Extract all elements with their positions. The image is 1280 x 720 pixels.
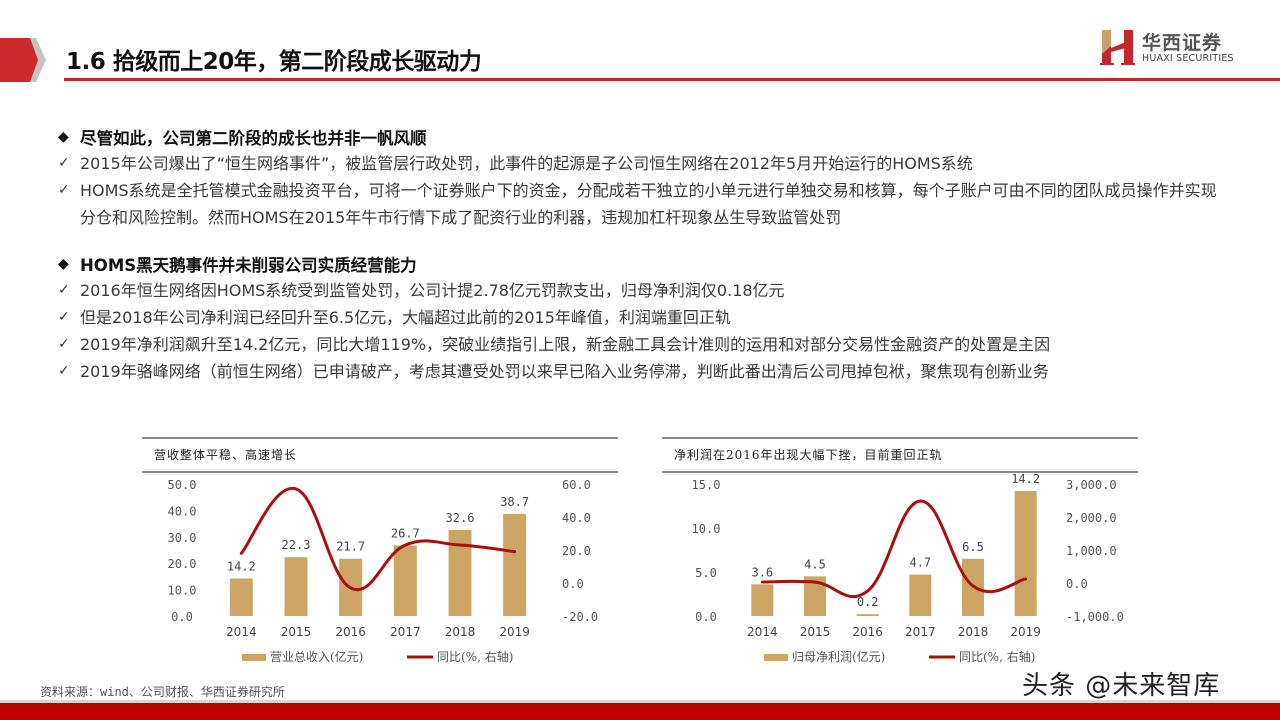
x-tick: 2018	[958, 625, 989, 639]
bar-value-label: 22.3	[282, 538, 311, 552]
x-tick: 2018	[445, 625, 476, 639]
bar-value-label: 14.2	[1011, 472, 1040, 486]
huaxi-h-logo-icon	[1100, 30, 1135, 65]
bar-value-label: 14.2	[227, 560, 256, 574]
diamond-bullet-icon: ◆	[58, 129, 69, 145]
y-right-tick: 40.0	[562, 511, 591, 525]
y-right-tick: 0.0	[562, 577, 584, 591]
checkmark-icon: ✓	[58, 282, 70, 298]
bullet-content: ◆ 尽管如此，公司第二阶段的成长也并非一帆风顺 ✓ 2015年公司爆出了“恒生网…	[58, 124, 1228, 385]
y-left-tick: 50.0	[168, 478, 197, 492]
y-left-tick: 5.0	[695, 566, 717, 580]
x-tick: 2016	[852, 625, 883, 639]
footer-divider	[0, 700, 1280, 703]
legend-label: 营业总收入(亿元)	[270, 649, 363, 664]
x-tick: 2017	[390, 625, 421, 639]
bar	[1014, 491, 1037, 616]
logo-name-cn: 华西证券	[1142, 32, 1223, 54]
checkmark-icon: ✓	[58, 155, 70, 171]
checkmark-icon: ✓	[58, 363, 70, 379]
bar	[229, 578, 253, 616]
bar-value-label: 0.2	[857, 595, 879, 609]
yoy-line	[239, 487, 517, 592]
y-left-tick: 0.0	[171, 610, 193, 624]
watermark: 头条 @未来智库	[1022, 671, 1221, 701]
bar	[503, 513, 527, 616]
bar-value-label: 38.7	[500, 495, 529, 509]
source-note: 资料来源：wind、公司财报、华西证券研究所	[40, 685, 285, 699]
y-left-tick: 15.0	[692, 478, 721, 492]
legend-label: 同比(%, 右轴)	[437, 649, 513, 664]
legend-label: 归母净利润(亿元)	[792, 649, 885, 664]
bar-value-label: 32.6	[446, 511, 475, 525]
x-tick: 2014	[226, 625, 257, 639]
chart-plot: 15.0 10.0 5.0 0.0 3,000.0 2,000.0 1,000.0 0.0 -1…	[692, 472, 1124, 664]
x-tick: 2017	[905, 625, 936, 639]
bar	[804, 576, 826, 616]
list-item: ✓ 2016年恒生网络因HOMS系统受到监管处罚，公司计提2.78亿元罚款支出，…	[58, 277, 1228, 304]
yoy-line	[760, 499, 1028, 599]
list-item: ✓ 2019年净利润飙升至14.2亿元，同比大增119%，突破业绩指引上限，新金…	[58, 331, 1228, 358]
x-tick: 2015	[800, 625, 831, 639]
y-left-tick: 10.0	[692, 522, 721, 536]
y-right-tick: 1,000.0	[1066, 544, 1117, 558]
bar	[284, 557, 308, 616]
y-left-tick: 10.0	[168, 584, 197, 598]
bar-value-label: 21.7	[336, 540, 365, 554]
section-heading: ◆ HOMS黑天鹅事件并未削弱公司实质经营能力	[58, 256, 417, 275]
list-item: ✓ HOMS系统是全托管模式金融投资平台，可将一个证券账户下的资金，分配成若干独…	[58, 177, 1228, 231]
x-tick: 2015	[281, 625, 312, 639]
y-left-tick: 30.0	[168, 531, 197, 545]
legend-bar-swatch	[242, 654, 266, 661]
legend-bar-swatch	[764, 654, 788, 661]
checkmark-icon: ✓	[58, 182, 70, 198]
legend-label: 同比(%, 右轴)	[959, 649, 1035, 664]
company-logo: 华西证券 HUAXI SECURITIES	[1100, 26, 1270, 68]
bar-value-label: 6.5	[962, 540, 984, 554]
y-right-tick: 3,000.0	[1066, 478, 1117, 492]
list-item: ✓ 2019年骆峰网络（前恒生网络）已申请破产，考虑其遭受处罚以来早已陷入业务停…	[58, 358, 1228, 385]
x-tick: 2016	[335, 625, 366, 639]
x-tick: 2019	[499, 625, 530, 639]
y-right-tick: -20.0	[562, 610, 598, 624]
y-left-tick: 20.0	[168, 557, 197, 571]
bar-value-label: 4.7	[909, 556, 931, 570]
revenue-chart: 营收整体平稳、高速增长 50.0 40.0 30.0 20.0 10.0 0.0 60.0 4…	[142, 437, 618, 677]
page-title: 1.6 拾级而上20年，第二阶段成长驱动力	[66, 49, 482, 75]
y-right-tick: 60.0	[562, 478, 591, 492]
checkmark-icon: ✓	[58, 336, 70, 352]
x-tick: 2014	[747, 625, 778, 639]
bar	[448, 529, 472, 616]
bar	[393, 545, 417, 616]
diamond-bullet-icon: ◆	[58, 256, 69, 272]
y-left-tick: 0.0	[695, 610, 717, 624]
logo-name-en: HUAXI SECURITIES	[1142, 53, 1234, 64]
checkmark-icon: ✓	[58, 309, 70, 325]
net-profit-chart: 净利润在2016年出现大幅下挫，目前重回正轨 15.0 10.0 5.0 0.0 3,0…	[662, 437, 1138, 677]
chart-plot: 50.0 40.0 30.0 20.0 10.0 0.0 60.0 40.0 20.0 0.0 -2…	[168, 478, 599, 664]
bar	[751, 584, 774, 616]
y-right-tick: -1,000.0	[1066, 610, 1124, 624]
x-tick: 2019	[1010, 625, 1041, 639]
title-underline	[64, 78, 1280, 81]
y-left-tick: 40.0	[168, 504, 197, 518]
chart-title: 营收整体平稳、高速增长	[154, 448, 298, 462]
bar-value-label: 26.7	[391, 527, 420, 541]
y-right-tick: 0.0	[1066, 577, 1088, 591]
bar	[909, 574, 932, 616]
bar-value-label: 4.5	[804, 557, 826, 571]
chart-title: 净利润在2016年出现大幅下挫，目前重回正轨	[674, 448, 943, 462]
bar	[856, 614, 879, 616]
list-item: ✓ 但是2018年公司净利润已经回升至6.5亿元，大幅超过此前的2015年峰值，…	[58, 304, 1228, 331]
y-right-tick: 2,000.0	[1066, 511, 1117, 525]
header-chevron-icon	[0, 38, 46, 82]
section-heading: ◆ 尽管如此，公司第二阶段的成长也并非一帆风顺	[58, 129, 427, 148]
list-item: ✓ 2015年公司爆出了“恒生网络事件”，被监管层行政处罚，此事件的起源是子公司…	[58, 150, 1228, 177]
footer-bar	[0, 703, 1280, 720]
y-right-tick: 20.0	[562, 544, 591, 558]
bar-value-label: 3.6	[751, 565, 773, 579]
